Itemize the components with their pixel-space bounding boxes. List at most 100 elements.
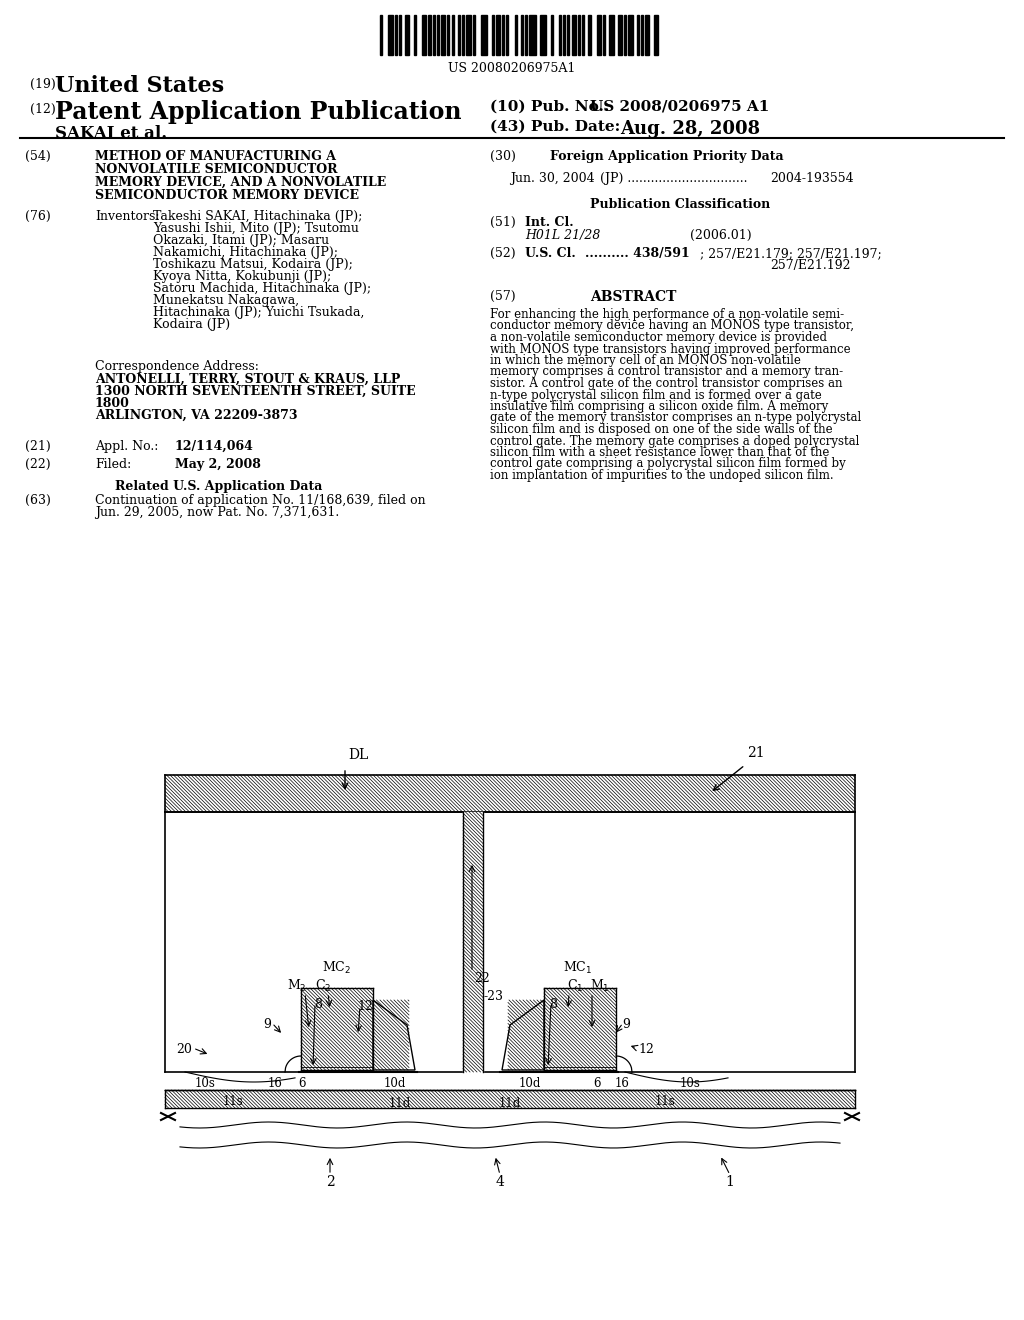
Text: DL: DL — [348, 748, 369, 762]
Text: C$_2$: C$_2$ — [314, 978, 331, 994]
Bar — [582, 15, 585, 55]
Text: 257/E21.192: 257/E21.192 — [770, 259, 851, 272]
Bar — [567, 15, 569, 55]
Bar — [414, 15, 416, 55]
Text: 6: 6 — [593, 1077, 601, 1090]
Polygon shape — [502, 1001, 544, 1071]
Text: 2: 2 — [326, 1175, 335, 1189]
Bar — [609, 15, 613, 55]
Text: 12: 12 — [357, 1001, 373, 1012]
Bar — [432, 15, 435, 55]
Text: 9: 9 — [622, 1018, 630, 1031]
Text: a non-volatile semiconductor memory device is provided: a non-volatile semiconductor memory devi… — [490, 331, 827, 345]
Text: SAKAI et al.: SAKAI et al. — [55, 125, 167, 143]
Text: ARLINGTON, VA 22209-3873: ARLINGTON, VA 22209-3873 — [95, 409, 298, 422]
Text: US 20080206975A1: US 20080206975A1 — [449, 62, 575, 75]
Bar — [597, 15, 601, 55]
Text: Hitachinaka (JP); Yuichi Tsukada,: Hitachinaka (JP); Yuichi Tsukada, — [153, 306, 365, 319]
Text: control gate comprising a polycrystal silicon film formed by: control gate comprising a polycrystal si… — [490, 458, 846, 470]
Bar — [521, 15, 523, 55]
Bar — [571, 15, 575, 55]
Text: (19): (19) — [30, 78, 55, 91]
Bar — [540, 15, 547, 55]
Text: United States: United States — [55, 75, 224, 96]
Bar — [441, 15, 445, 55]
Bar — [559, 15, 561, 55]
Text: 10s: 10s — [195, 1077, 215, 1090]
Text: (12): (12) — [30, 103, 55, 116]
Bar — [637, 15, 639, 55]
Bar — [388, 15, 392, 55]
Text: .......... 438/591: .......... 438/591 — [585, 247, 690, 260]
Text: For enhancing the high performance of a non-volatile semi-: For enhancing the high performance of a … — [490, 308, 844, 321]
Text: US 2008/0206975 A1: US 2008/0206975 A1 — [590, 100, 769, 114]
Text: 8: 8 — [314, 998, 322, 1011]
Text: 22: 22 — [474, 972, 489, 985]
Text: (JP) ...............................: (JP) ............................... — [600, 172, 748, 185]
Text: 11s: 11s — [222, 1096, 244, 1107]
Bar — [473, 15, 475, 55]
Text: 12/114,064: 12/114,064 — [175, 440, 254, 453]
Text: (63): (63) — [25, 494, 51, 507]
Text: MC$_1$: MC$_1$ — [563, 960, 593, 975]
Text: M$_1$: M$_1$ — [590, 978, 610, 994]
Text: (57): (57) — [490, 290, 516, 304]
Bar — [496, 15, 500, 55]
Text: 10d: 10d — [519, 1077, 542, 1090]
Text: (76): (76) — [25, 210, 51, 223]
Text: 16: 16 — [267, 1077, 283, 1090]
Bar — [481, 15, 487, 55]
Bar — [447, 15, 450, 55]
Bar — [617, 15, 623, 55]
Text: (43) Pub. Date:: (43) Pub. Date: — [490, 120, 621, 135]
Text: Yasushi Ishii, Mito (JP); Tsutomu: Yasushi Ishii, Mito (JP); Tsutomu — [153, 222, 358, 235]
Text: H01L 21/28: H01L 21/28 — [525, 228, 600, 242]
Bar — [458, 15, 460, 55]
Bar — [437, 15, 439, 55]
Text: 8: 8 — [549, 998, 557, 1011]
Bar — [502, 15, 504, 55]
Text: insulative film comprising a silicon oxide film. A memory: insulative film comprising a silicon oxi… — [490, 400, 828, 413]
Bar — [578, 15, 580, 55]
Text: silicon film with a sheet resistance lower than that of the: silicon film with a sheet resistance low… — [490, 446, 829, 459]
Text: with MONOS type transistors having improved performance: with MONOS type transistors having impro… — [490, 342, 851, 355]
Text: Jun. 30, 2004: Jun. 30, 2004 — [510, 172, 595, 185]
Text: MEMORY DEVICE, AND A NONVOLATILE: MEMORY DEVICE, AND A NONVOLATILE — [95, 176, 386, 189]
Text: C$_1$: C$_1$ — [567, 978, 584, 994]
Bar — [645, 15, 649, 55]
Text: Munekatsu Nakagawa,: Munekatsu Nakagawa, — [153, 294, 299, 308]
Bar — [406, 15, 410, 55]
Text: 11s: 11s — [654, 1096, 676, 1107]
Text: sistor. A control gate of the control transistor comprises an: sistor. A control gate of the control tr… — [490, 378, 843, 389]
Text: Inventors:: Inventors: — [95, 210, 160, 223]
Text: (54): (54) — [25, 150, 51, 162]
Text: Publication Classification: Publication Classification — [590, 198, 770, 211]
Text: n-type polycrystal silicon film and is formed over a gate: n-type polycrystal silicon film and is f… — [490, 388, 821, 401]
Bar — [563, 15, 565, 55]
Text: Correspondence Address:: Correspondence Address: — [95, 360, 259, 374]
Text: Kyoya Nitta, Kokubunji (JP);: Kyoya Nitta, Kokubunji (JP); — [153, 271, 331, 282]
Bar — [380, 15, 382, 55]
Bar — [653, 15, 657, 55]
Text: ion implantation of impurities to the undoped silicon film.: ion implantation of impurities to the un… — [490, 469, 834, 482]
Text: 21: 21 — [746, 746, 765, 760]
Text: (52): (52) — [490, 247, 516, 260]
Bar — [422, 15, 426, 55]
Text: U.S. Cl.: U.S. Cl. — [525, 247, 575, 260]
Bar — [515, 15, 517, 55]
Text: memory comprises a control transistor and a memory tran-: memory comprises a control transistor an… — [490, 366, 843, 379]
Bar — [629, 15, 633, 55]
Text: ANTONELLI, TERRY, STOUT & KRAUS, LLP: ANTONELLI, TERRY, STOUT & KRAUS, LLP — [95, 374, 400, 385]
Text: Patent Application Publication: Patent Application Publication — [55, 100, 462, 124]
Text: 11d: 11d — [499, 1097, 521, 1110]
Text: Jun. 29, 2005, now Pat. No. 7,371,631.: Jun. 29, 2005, now Pat. No. 7,371,631. — [95, 506, 339, 519]
Bar — [529, 15, 536, 55]
Text: in which the memory cell of an MONOS non-volatile: in which the memory cell of an MONOS non… — [490, 354, 801, 367]
Bar — [492, 15, 494, 55]
Bar — [506, 15, 509, 55]
Text: (10) Pub. No.:: (10) Pub. No.: — [490, 100, 609, 114]
Text: (21): (21) — [25, 440, 51, 453]
Text: MC$_2$: MC$_2$ — [323, 960, 351, 975]
Text: 10d: 10d — [384, 1077, 407, 1090]
Text: NONVOLATILE SEMICONDUCTOR: NONVOLATILE SEMICONDUCTOR — [95, 162, 338, 176]
